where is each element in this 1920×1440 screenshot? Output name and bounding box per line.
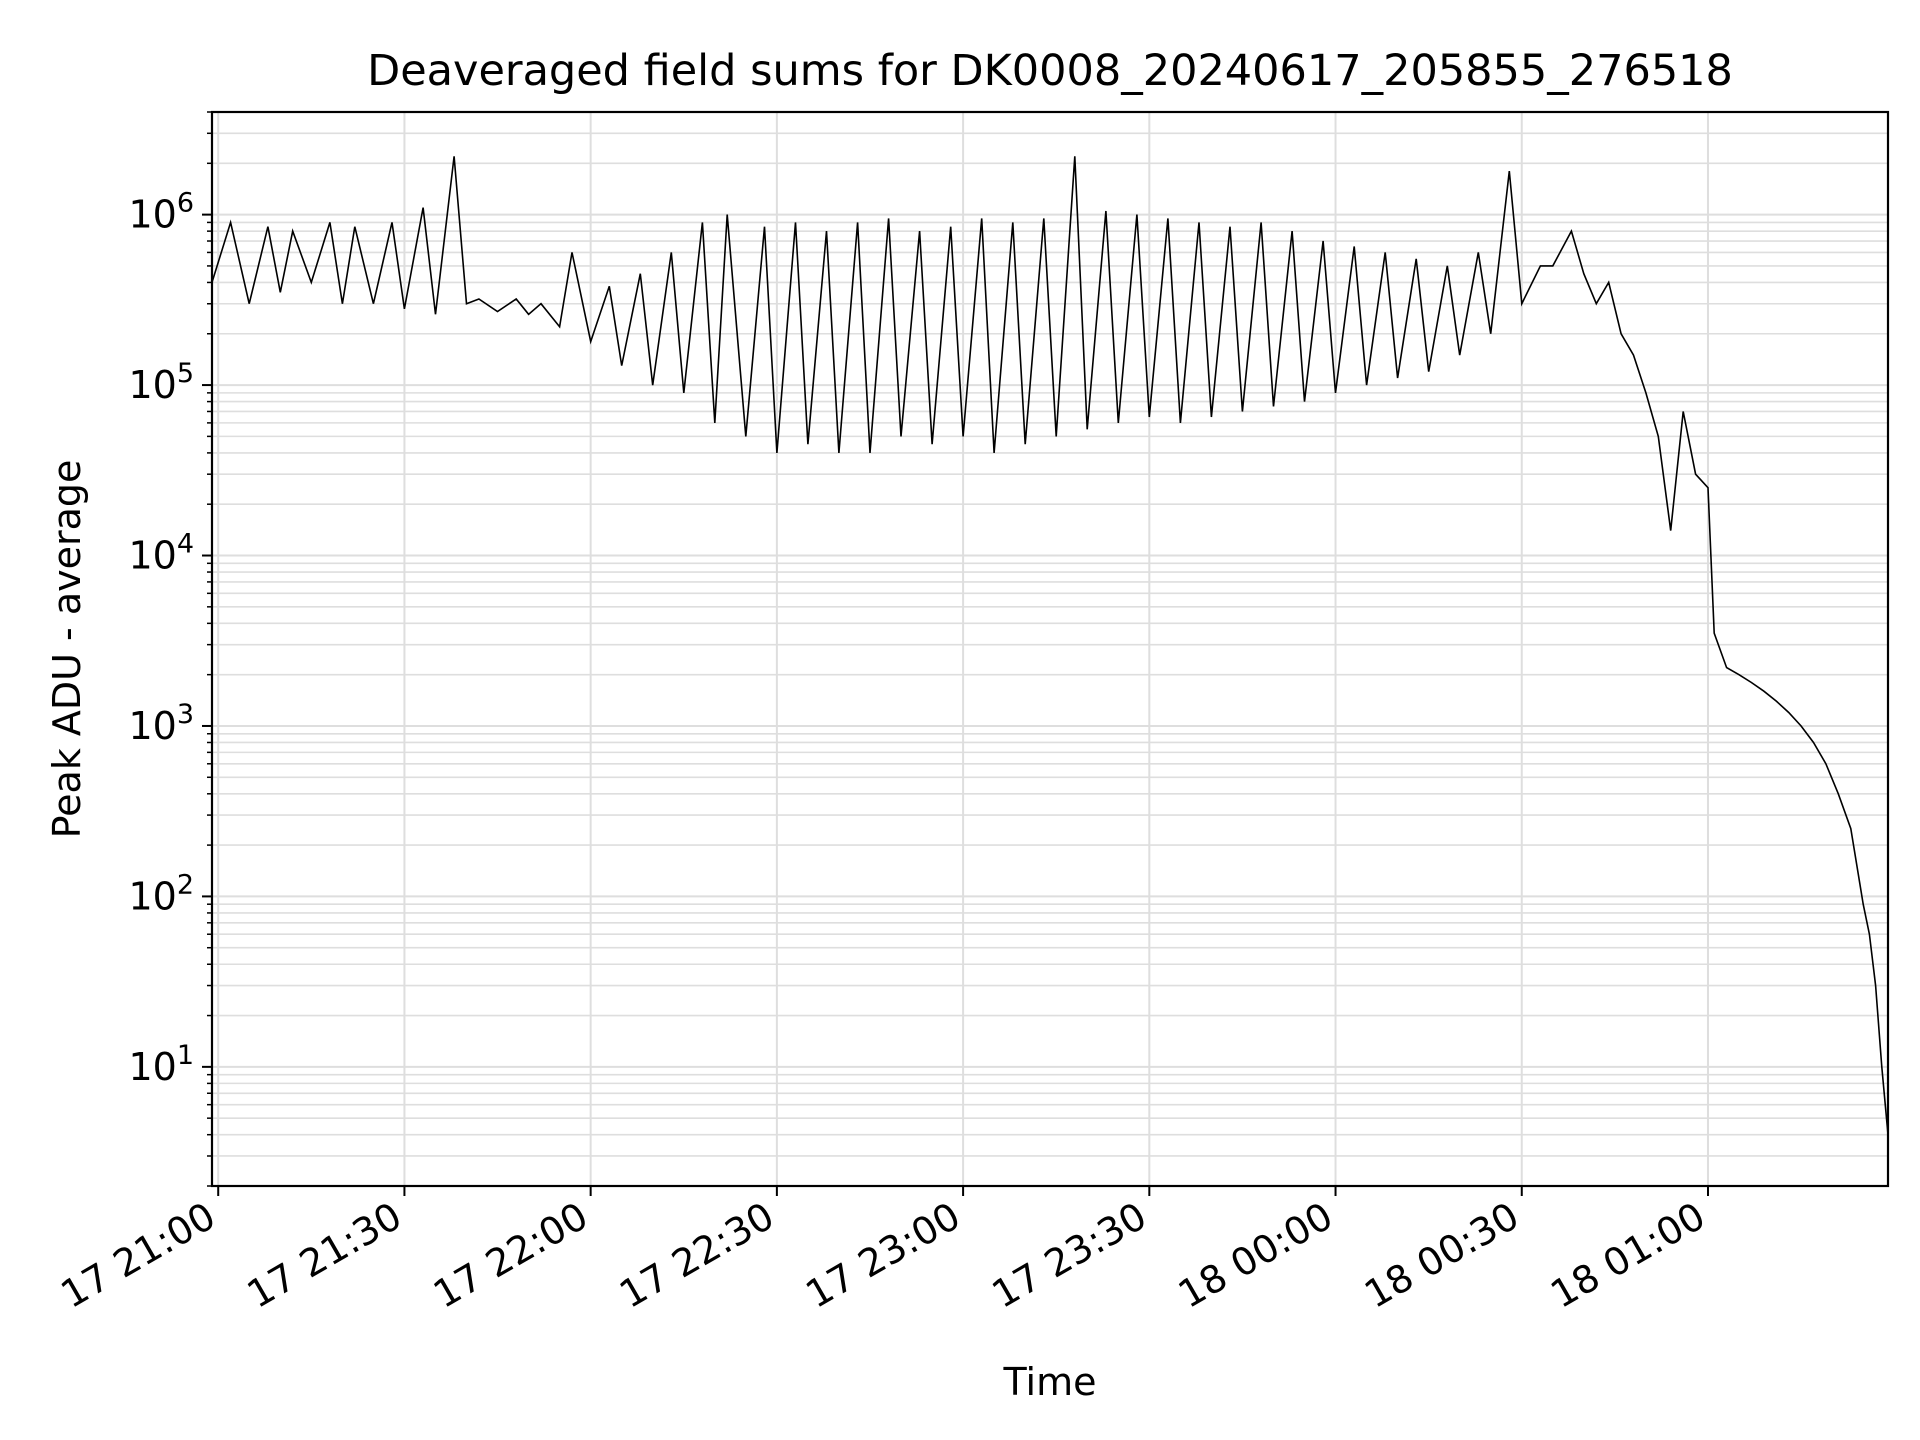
y-tick-label: 101 (128, 1040, 194, 1089)
grid (212, 111, 1888, 1187)
plot-frame (210, 110, 1890, 1188)
series-layer (211, 156, 1889, 1135)
series-line (211, 156, 1889, 1135)
y-tick-labels: 101 102 103 104 105 106 (128, 188, 194, 1089)
x-axis-label: Time (1003, 1360, 1097, 1404)
y-tick-label: 104 (128, 529, 194, 578)
y-tick-label: 102 (128, 869, 194, 918)
y-tick-label: 103 (128, 699, 194, 748)
chart-title: Deaveraged field sums for DK0008_2024061… (367, 46, 1733, 96)
y-tick-label: 106 (128, 188, 194, 237)
y-tick-label: 105 (128, 358, 194, 407)
ticks (202, 111, 1709, 1196)
y-axis-label: Peak ADU - average (45, 460, 89, 839)
